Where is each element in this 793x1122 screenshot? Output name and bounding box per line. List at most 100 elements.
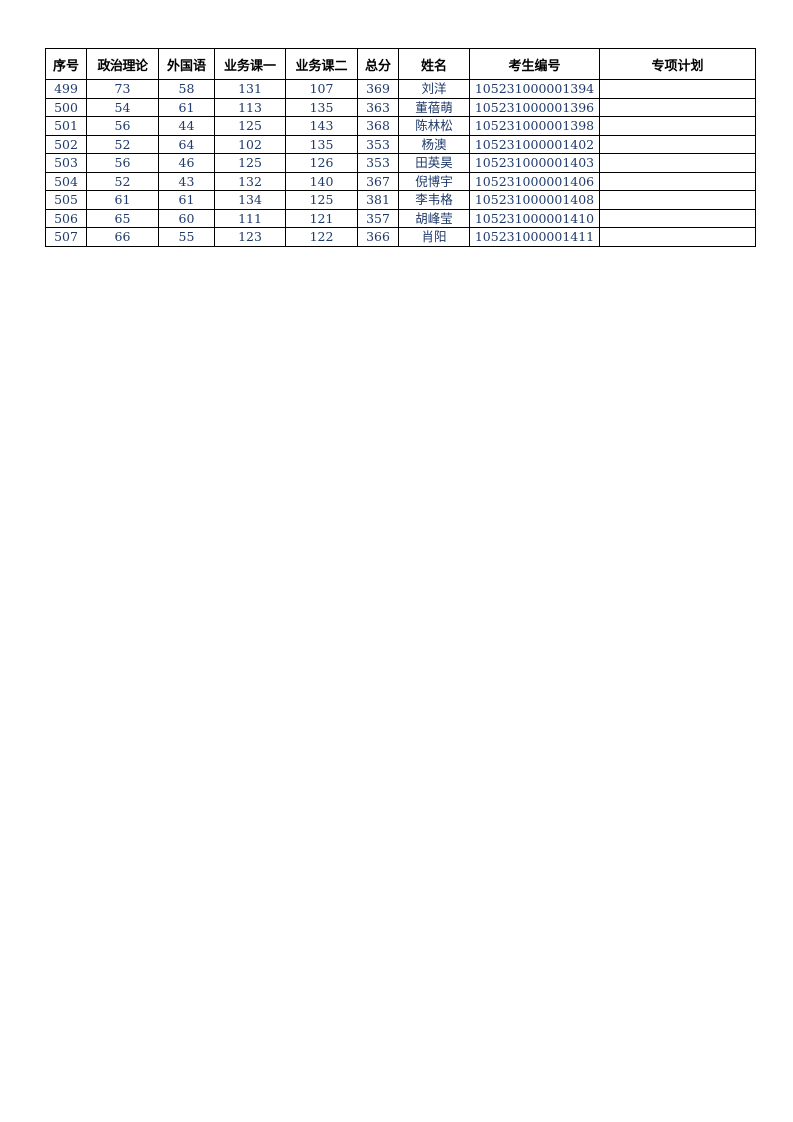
table-cell: 56 xyxy=(86,116,159,136)
table-cell: 杨澳 xyxy=(398,134,470,154)
table-cell: 132 xyxy=(214,171,286,191)
table-cell xyxy=(599,190,756,210)
column-header: 序号 xyxy=(45,48,87,80)
column-header: 外国语 xyxy=(158,48,215,80)
column-header: 总分 xyxy=(357,48,399,80)
table-row: 499 73 58 131 107 369 刘洋 105231000001394 xyxy=(45,79,756,99)
table-row: 506 65 60 111 121 357 胡峰莹 105231000001410 xyxy=(45,208,756,228)
table-cell: 56 xyxy=(86,153,159,173)
table-cell xyxy=(599,116,756,136)
column-header: 姓名 xyxy=(398,48,470,80)
column-header: 考生编号 xyxy=(469,48,600,80)
table-cell: 肖阳 xyxy=(398,227,470,247)
table-cell: 刘洋 xyxy=(398,79,470,99)
table-cell xyxy=(599,134,756,154)
table-cell: 陈林松 xyxy=(398,116,470,136)
table-cell: 58 xyxy=(158,79,215,99)
table-cell: 田英昊 xyxy=(398,153,470,173)
table-cell: 105231000001403 xyxy=(469,153,600,173)
table-cell: 499 xyxy=(45,79,87,99)
table-row: 505 61 61 134 125 381 李韦格 105231000001408 xyxy=(45,190,756,210)
table-cell: 121 xyxy=(285,208,358,228)
table-cell: 125 xyxy=(214,153,286,173)
table-cell: 503 xyxy=(45,153,87,173)
table-cell: 105231000001398 xyxy=(469,116,600,136)
column-header: 专项计划 xyxy=(599,48,756,80)
table-cell: 363 xyxy=(357,97,399,117)
table-cell: 64 xyxy=(158,134,215,154)
table-cell: 52 xyxy=(86,134,159,154)
table-cell: 506 xyxy=(45,208,87,228)
table-cell: 111 xyxy=(214,208,286,228)
table-cell: 65 xyxy=(86,208,159,228)
table-cell: 502 xyxy=(45,134,87,154)
table-row: 507 66 55 123 122 366 肖阳 105231000001411 xyxy=(45,227,756,247)
table-cell: 61 xyxy=(158,190,215,210)
table-cell: 135 xyxy=(285,134,358,154)
table-cell xyxy=(599,171,756,191)
table-cell: 46 xyxy=(158,153,215,173)
table-cell: 143 xyxy=(285,116,358,136)
table-row: 503 56 46 125 126 353 田英昊 105231000001403 xyxy=(45,153,756,173)
table-cell: 61 xyxy=(158,97,215,117)
column-header: 业务课二 xyxy=(285,48,358,80)
score-table: 序号 政治理论 外国语 业务课一 业务课二 总分 姓名 考生编号 专项计划 499 73 58 131… xyxy=(45,48,756,247)
table-cell: 52 xyxy=(86,171,159,191)
table-cell: 105231000001396 xyxy=(469,97,600,117)
table-cell: 54 xyxy=(86,97,159,117)
table-cell: 43 xyxy=(158,171,215,191)
header-row: 序号 政治理论 外国语 业务课一 业务课二 总分 姓名 考生编号 专项计划 xyxy=(45,48,756,80)
table-cell: 105231000001406 xyxy=(469,171,600,191)
table-cell: 55 xyxy=(158,227,215,247)
table-cell: 44 xyxy=(158,116,215,136)
table-row: 502 52 64 102 135 353 杨澳 105231000001402 xyxy=(45,134,756,154)
table-cell: 367 xyxy=(357,171,399,191)
table-cell xyxy=(599,97,756,117)
table-cell: 122 xyxy=(285,227,358,247)
table-cell: 353 xyxy=(357,153,399,173)
column-header: 业务课一 xyxy=(214,48,286,80)
table-cell: 500 xyxy=(45,97,87,117)
table-cell: 123 xyxy=(214,227,286,247)
table-row: 501 56 44 125 143 368 陈林松 105231000001398 xyxy=(45,116,756,136)
table-cell: 李韦格 xyxy=(398,190,470,210)
table-cell: 366 xyxy=(357,227,399,247)
table-cell: 60 xyxy=(158,208,215,228)
table-cell: 134 xyxy=(214,190,286,210)
table-cell: 381 xyxy=(357,190,399,210)
table-cell: 353 xyxy=(357,134,399,154)
table-row: 500 54 61 113 135 363 董蓓萌 105231000001396 xyxy=(45,97,756,117)
table-cell: 113 xyxy=(214,97,286,117)
table-cell: 61 xyxy=(86,190,159,210)
table-cell: 505 xyxy=(45,190,87,210)
column-header: 政治理论 xyxy=(86,48,159,80)
table-cell: 507 xyxy=(45,227,87,247)
table-cell: 135 xyxy=(285,97,358,117)
table-cell: 董蓓萌 xyxy=(398,97,470,117)
table-cell: 125 xyxy=(285,190,358,210)
table-cell: 501 xyxy=(45,116,87,136)
table-cell: 368 xyxy=(357,116,399,136)
table-cell: 105231000001410 xyxy=(469,208,600,228)
table-cell: 105231000001408 xyxy=(469,190,600,210)
table-cell: 369 xyxy=(357,79,399,99)
table-cell xyxy=(599,208,756,228)
table-cell: 126 xyxy=(285,153,358,173)
table-cell: 胡峰莹 xyxy=(398,208,470,228)
table-cell: 504 xyxy=(45,171,87,191)
table-cell: 66 xyxy=(86,227,159,247)
table-cell: 125 xyxy=(214,116,286,136)
table-cell xyxy=(599,79,756,99)
table-cell: 131 xyxy=(214,79,286,99)
table-cell: 105231000001402 xyxy=(469,134,600,154)
table-cell: 140 xyxy=(285,171,358,191)
table-cell: 105231000001411 xyxy=(469,227,600,247)
table-cell: 357 xyxy=(357,208,399,228)
table-cell: 105231000001394 xyxy=(469,79,600,99)
table-cell: 倪博宇 xyxy=(398,171,470,191)
table-cell xyxy=(599,153,756,173)
table-row: 504 52 43 132 140 367 倪博宇 105231000001406 xyxy=(45,171,756,191)
table-cell: 73 xyxy=(86,79,159,99)
table-cell: 102 xyxy=(214,134,286,154)
table-cell xyxy=(599,227,756,247)
